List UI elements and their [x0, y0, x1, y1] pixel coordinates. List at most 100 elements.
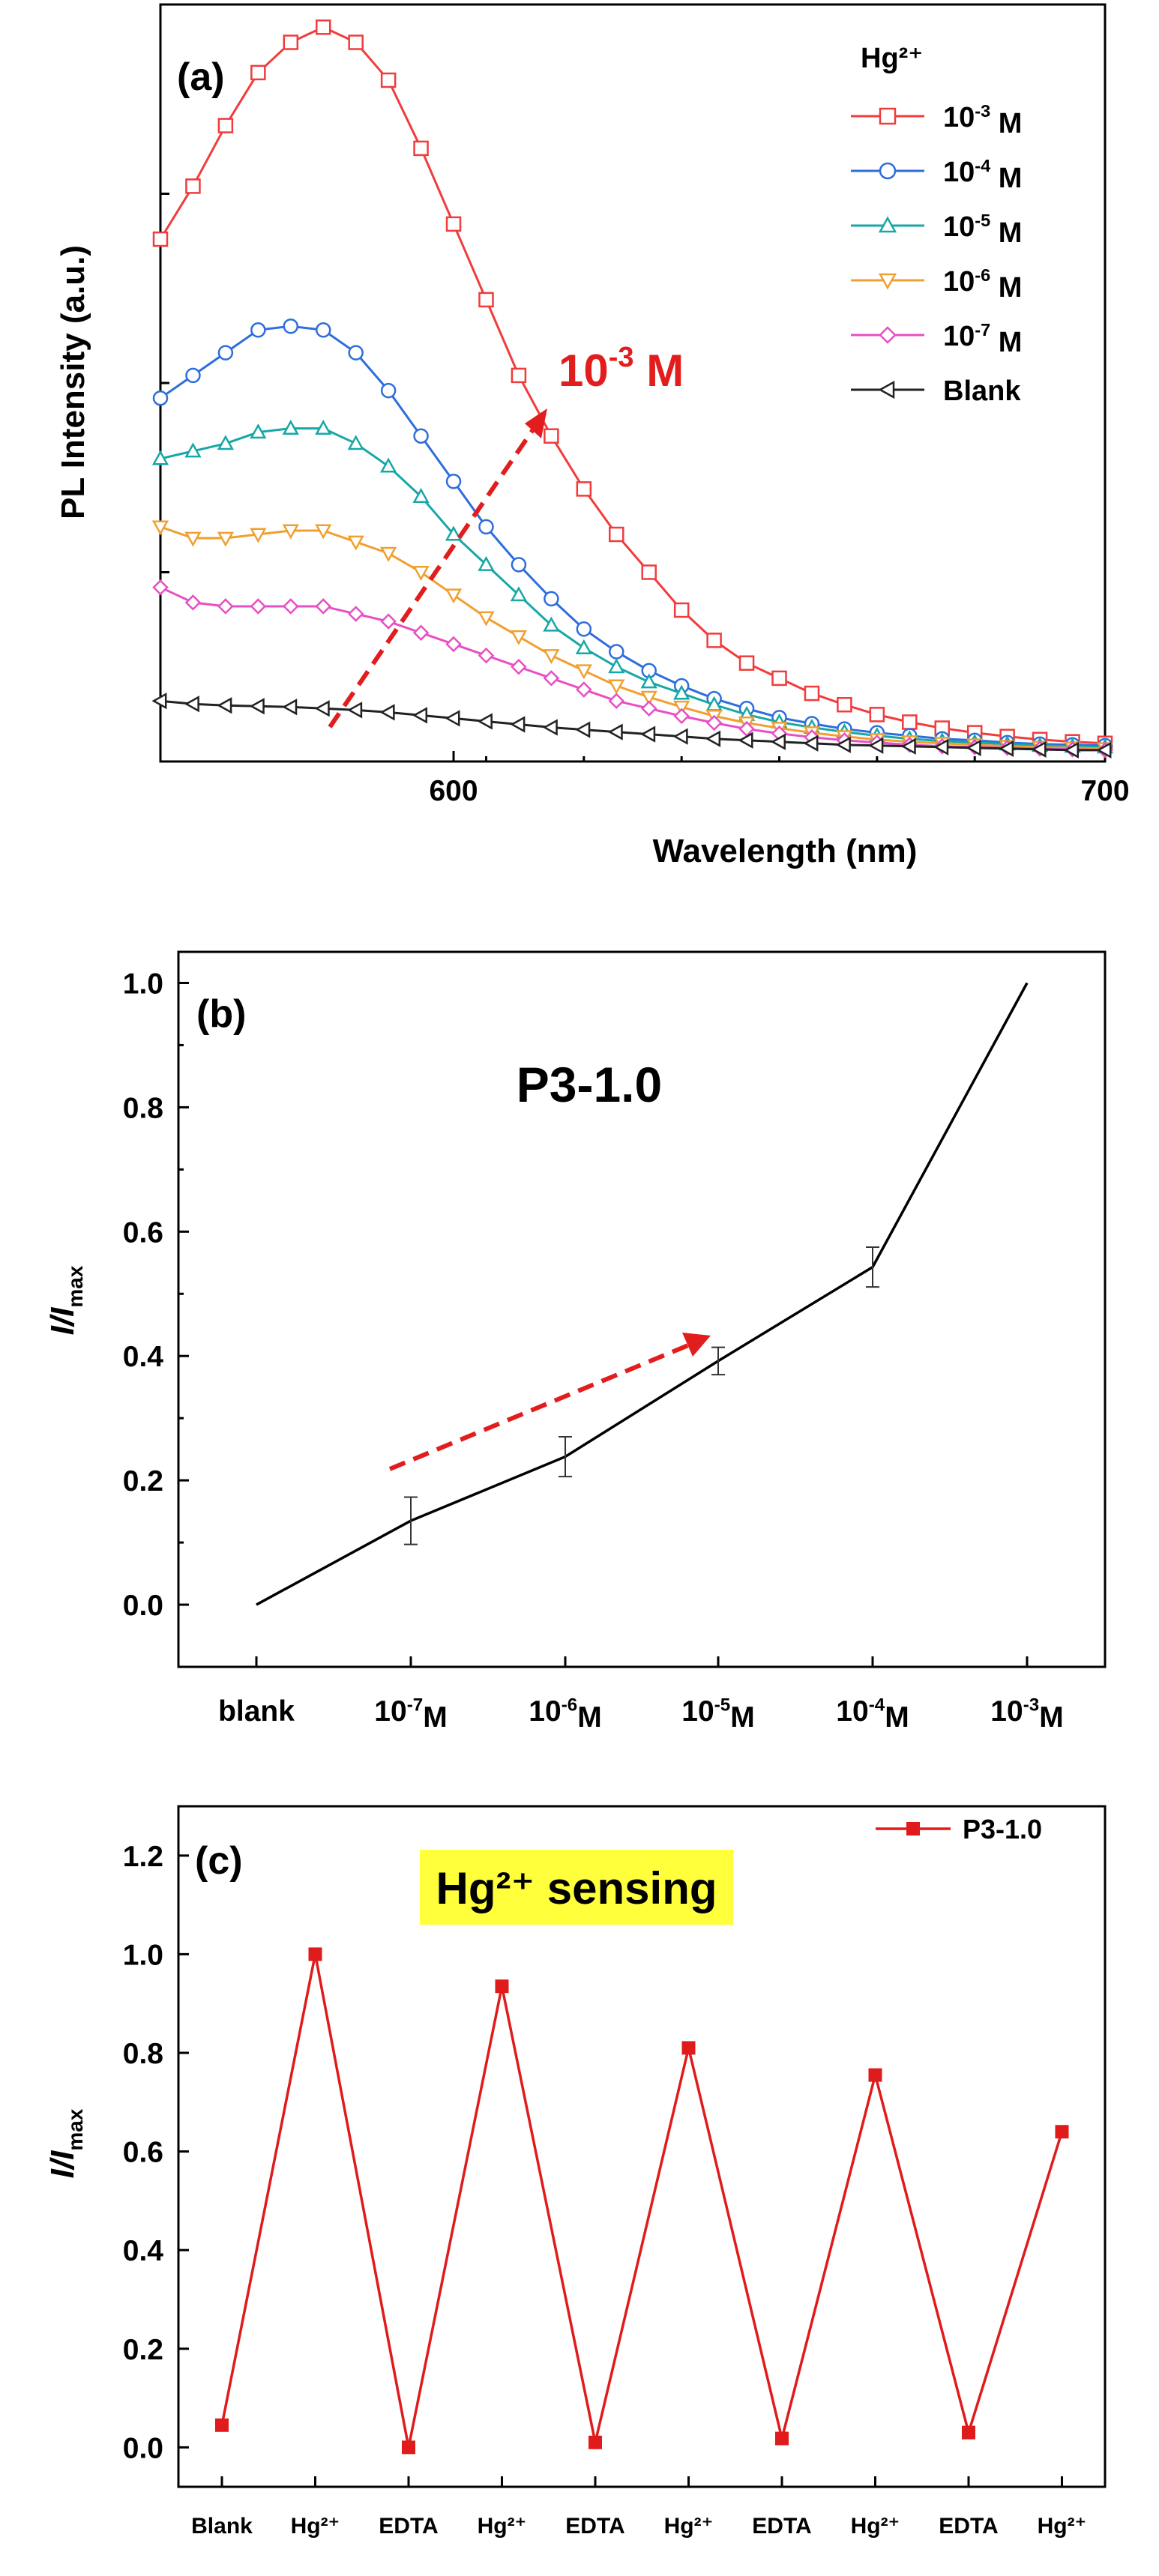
panel-a-legend-label: 10-3 M	[943, 101, 1022, 139]
panel-a-data-point	[804, 685, 820, 702]
panel-c-ytick-label: 1.2	[123, 1841, 163, 1873]
panel-a-data-point	[282, 420, 299, 435]
panel-a-data-point	[933, 738, 949, 755]
panel-c-ylabel: I/Imax	[44, 2108, 87, 2178]
panel-c-series-line	[220, 1954, 1064, 2448]
panel-a-data-point	[511, 658, 527, 675]
panel-a-data-point	[217, 531, 235, 547]
panel-a-data-point	[315, 19, 331, 35]
panel-c-data-point	[308, 1947, 322, 1961]
panel-a-data-point	[575, 721, 591, 738]
panel-a-data-point	[151, 520, 169, 536]
panel-a-data-point	[544, 591, 559, 607]
panel-a-series-line	[160, 586, 1106, 752]
panel-a-data-point	[673, 684, 690, 700]
panel-c-xtick-label: Hg²⁺	[1038, 2514, 1087, 2539]
panel-c-xtick-label: Hg²⁺	[851, 2514, 900, 2539]
panel-a-data-point	[152, 579, 169, 596]
panel-a-data-point	[282, 699, 298, 716]
panel-a-legend-title: Hg²⁺	[861, 43, 923, 74]
panel-a-legend-label: 10-6 M	[943, 265, 1022, 304]
panel-a-arrow	[328, 408, 547, 729]
panel-c-ytick-label: 0.2	[123, 2334, 163, 2366]
panel-c-xtick-label: EDTA	[939, 2514, 998, 2539]
panel-a-data-point	[543, 616, 560, 632]
panel-c-xtick-label: Hg²⁺	[291, 2514, 340, 2539]
panel-a-data-point	[185, 178, 201, 194]
panel-a-data-point	[835, 736, 851, 753]
panel-a-data-point	[608, 679, 625, 695]
panel-c-ytick-label: 0.6	[123, 2137, 163, 2169]
panel-a-data-point	[184, 442, 202, 458]
panel-c-title-highlight	[420, 1850, 733, 1925]
panel-a-data-point	[478, 647, 495, 664]
panel-a-data-point	[868, 737, 884, 754]
panel-a-data-point	[575, 664, 592, 680]
panel-a-data-point	[413, 140, 429, 157]
panel-b-ytick-label: 0.0	[123, 1590, 163, 1622]
panel-a-data-point	[445, 474, 462, 489]
panel-a-data-point	[1031, 740, 1047, 758]
panel-c-xtick-label: EDTA	[379, 2514, 438, 2539]
panel-a-label: (a)	[177, 55, 225, 99]
panel-a-ylabel: PL Intensity (a.u.)	[55, 245, 91, 519]
panel-a-data-point	[640, 690, 657, 706]
panel-a-data-point	[412, 487, 430, 503]
panel-a-data-point	[999, 740, 1014, 757]
panel-b-xtick-label: 10-3M	[990, 1695, 1063, 1734]
panel-a-data-point	[641, 564, 657, 580]
panel-a-data-point	[608, 693, 625, 709]
panel-c-ytick-label: 1.0	[123, 1939, 163, 1971]
panel-c-ytick-label: 0.4	[123, 2235, 164, 2267]
panel-c-xtick-label: Hg²⁺	[664, 2514, 714, 2539]
panel-a-data-point	[576, 481, 592, 497]
panel-a-data-point	[185, 367, 201, 384]
panel-b-ytick-label: 0.2	[123, 1465, 163, 1497]
panel-a-legend-marker	[878, 380, 895, 399]
panel-a-data-point	[250, 598, 267, 615]
panel-a-data-point	[445, 636, 462, 653]
panel-a-data-point	[576, 621, 592, 637]
panel-a-data-point	[250, 322, 266, 338]
panel-a-data-point	[770, 733, 786, 750]
panel-a-data-point	[315, 524, 332, 540]
panel-a-data-point	[673, 708, 690, 725]
panel-c-title: Hg²⁺ sensing	[436, 1863, 717, 1913]
panel-a-data-point	[738, 655, 755, 671]
panel-c-data-point	[962, 2425, 975, 2440]
panel-a-data-point	[283, 598, 299, 615]
panel-b-xtick-label: 10-5M	[681, 1695, 754, 1734]
panel-a-data-point	[673, 602, 690, 618]
panel-a-data-point	[608, 658, 625, 674]
panel-a-data-point	[640, 726, 656, 743]
panel-a-series-line	[160, 525, 1106, 750]
panel-a-data-point	[314, 700, 330, 717]
panel-a-data-point	[511, 367, 527, 384]
panel-a-data-point	[250, 423, 267, 439]
panel-a-data-point	[477, 713, 493, 730]
panel-a-data-point	[380, 382, 397, 399]
panel-c-data-point	[775, 2431, 789, 2446]
panel-a-data-point	[413, 428, 429, 444]
panel-a-data-point	[900, 737, 916, 755]
panel-b-xtick-label: blank	[218, 1695, 295, 1728]
panel-c-data-point	[1055, 2125, 1069, 2139]
panel-a-data-point	[347, 435, 364, 450]
panel-b-arrow-head	[682, 1333, 711, 1357]
panel-a-data-point	[511, 557, 527, 573]
panel-c-frame	[177, 1805, 1107, 2488]
panel-a-data-point	[348, 34, 364, 50]
panel-a-data-point	[315, 420, 332, 435]
panel-b-frame	[177, 950, 1107, 1668]
panel-b: (b) P3-1.0 I/Imax 0.0 0.2 0.4 0.6 0.8 1.0 blan…	[44, 950, 1107, 1734]
panel-a-data-point	[609, 644, 624, 660]
panel-a-data-point	[902, 714, 918, 730]
panel-b-xtick-label: 10-6M	[529, 1695, 601, 1734]
panel-a-legend-label: 10-7 M	[943, 320, 1022, 358]
panel-a-data-point	[249, 698, 265, 715]
panel-a-data-point	[672, 728, 688, 745]
panel-a-data-point	[217, 345, 234, 361]
panel-a-data-point	[217, 118, 234, 133]
panel-a-data-point	[478, 292, 494, 308]
